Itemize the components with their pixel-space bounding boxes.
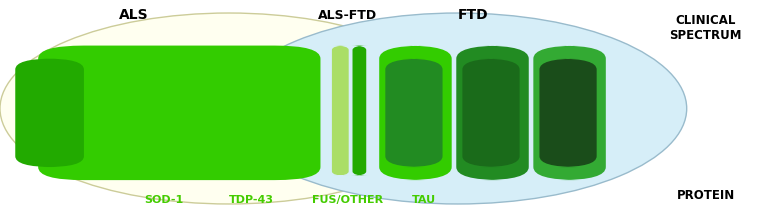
FancyBboxPatch shape — [456, 46, 529, 180]
Text: PROTEIN: PROTEIN — [677, 189, 735, 202]
FancyBboxPatch shape — [462, 59, 520, 167]
FancyBboxPatch shape — [351, 46, 368, 176]
Text: nfvPPA: nfvPPA — [550, 104, 588, 113]
FancyBboxPatch shape — [15, 59, 84, 167]
FancyBboxPatch shape — [539, 59, 597, 167]
Text: FTD: FTD — [458, 8, 488, 22]
FancyBboxPatch shape — [332, 46, 349, 176]
Text: CLINICAL
SPECTRUM: CLINICAL SPECTRUM — [669, 14, 742, 42]
Text: bvFTD: bvFTD — [475, 104, 510, 113]
FancyBboxPatch shape — [533, 46, 606, 180]
Text: TAU: TAU — [411, 195, 436, 205]
Text: TDP-43: TDP-43 — [230, 195, 274, 205]
Text: ALS: ALS — [119, 8, 148, 22]
FancyBboxPatch shape — [38, 46, 320, 180]
Text: ALS-FTD: ALS-FTD — [317, 9, 377, 22]
Text: FUS/OTHER: FUS/OTHER — [311, 195, 383, 205]
FancyBboxPatch shape — [385, 59, 443, 167]
Text: SOD-1: SOD-1 — [144, 195, 184, 205]
Ellipse shape — [229, 13, 687, 204]
Ellipse shape — [0, 13, 458, 204]
Text: svFTD: svFTD — [398, 104, 432, 113]
FancyBboxPatch shape — [379, 46, 452, 180]
